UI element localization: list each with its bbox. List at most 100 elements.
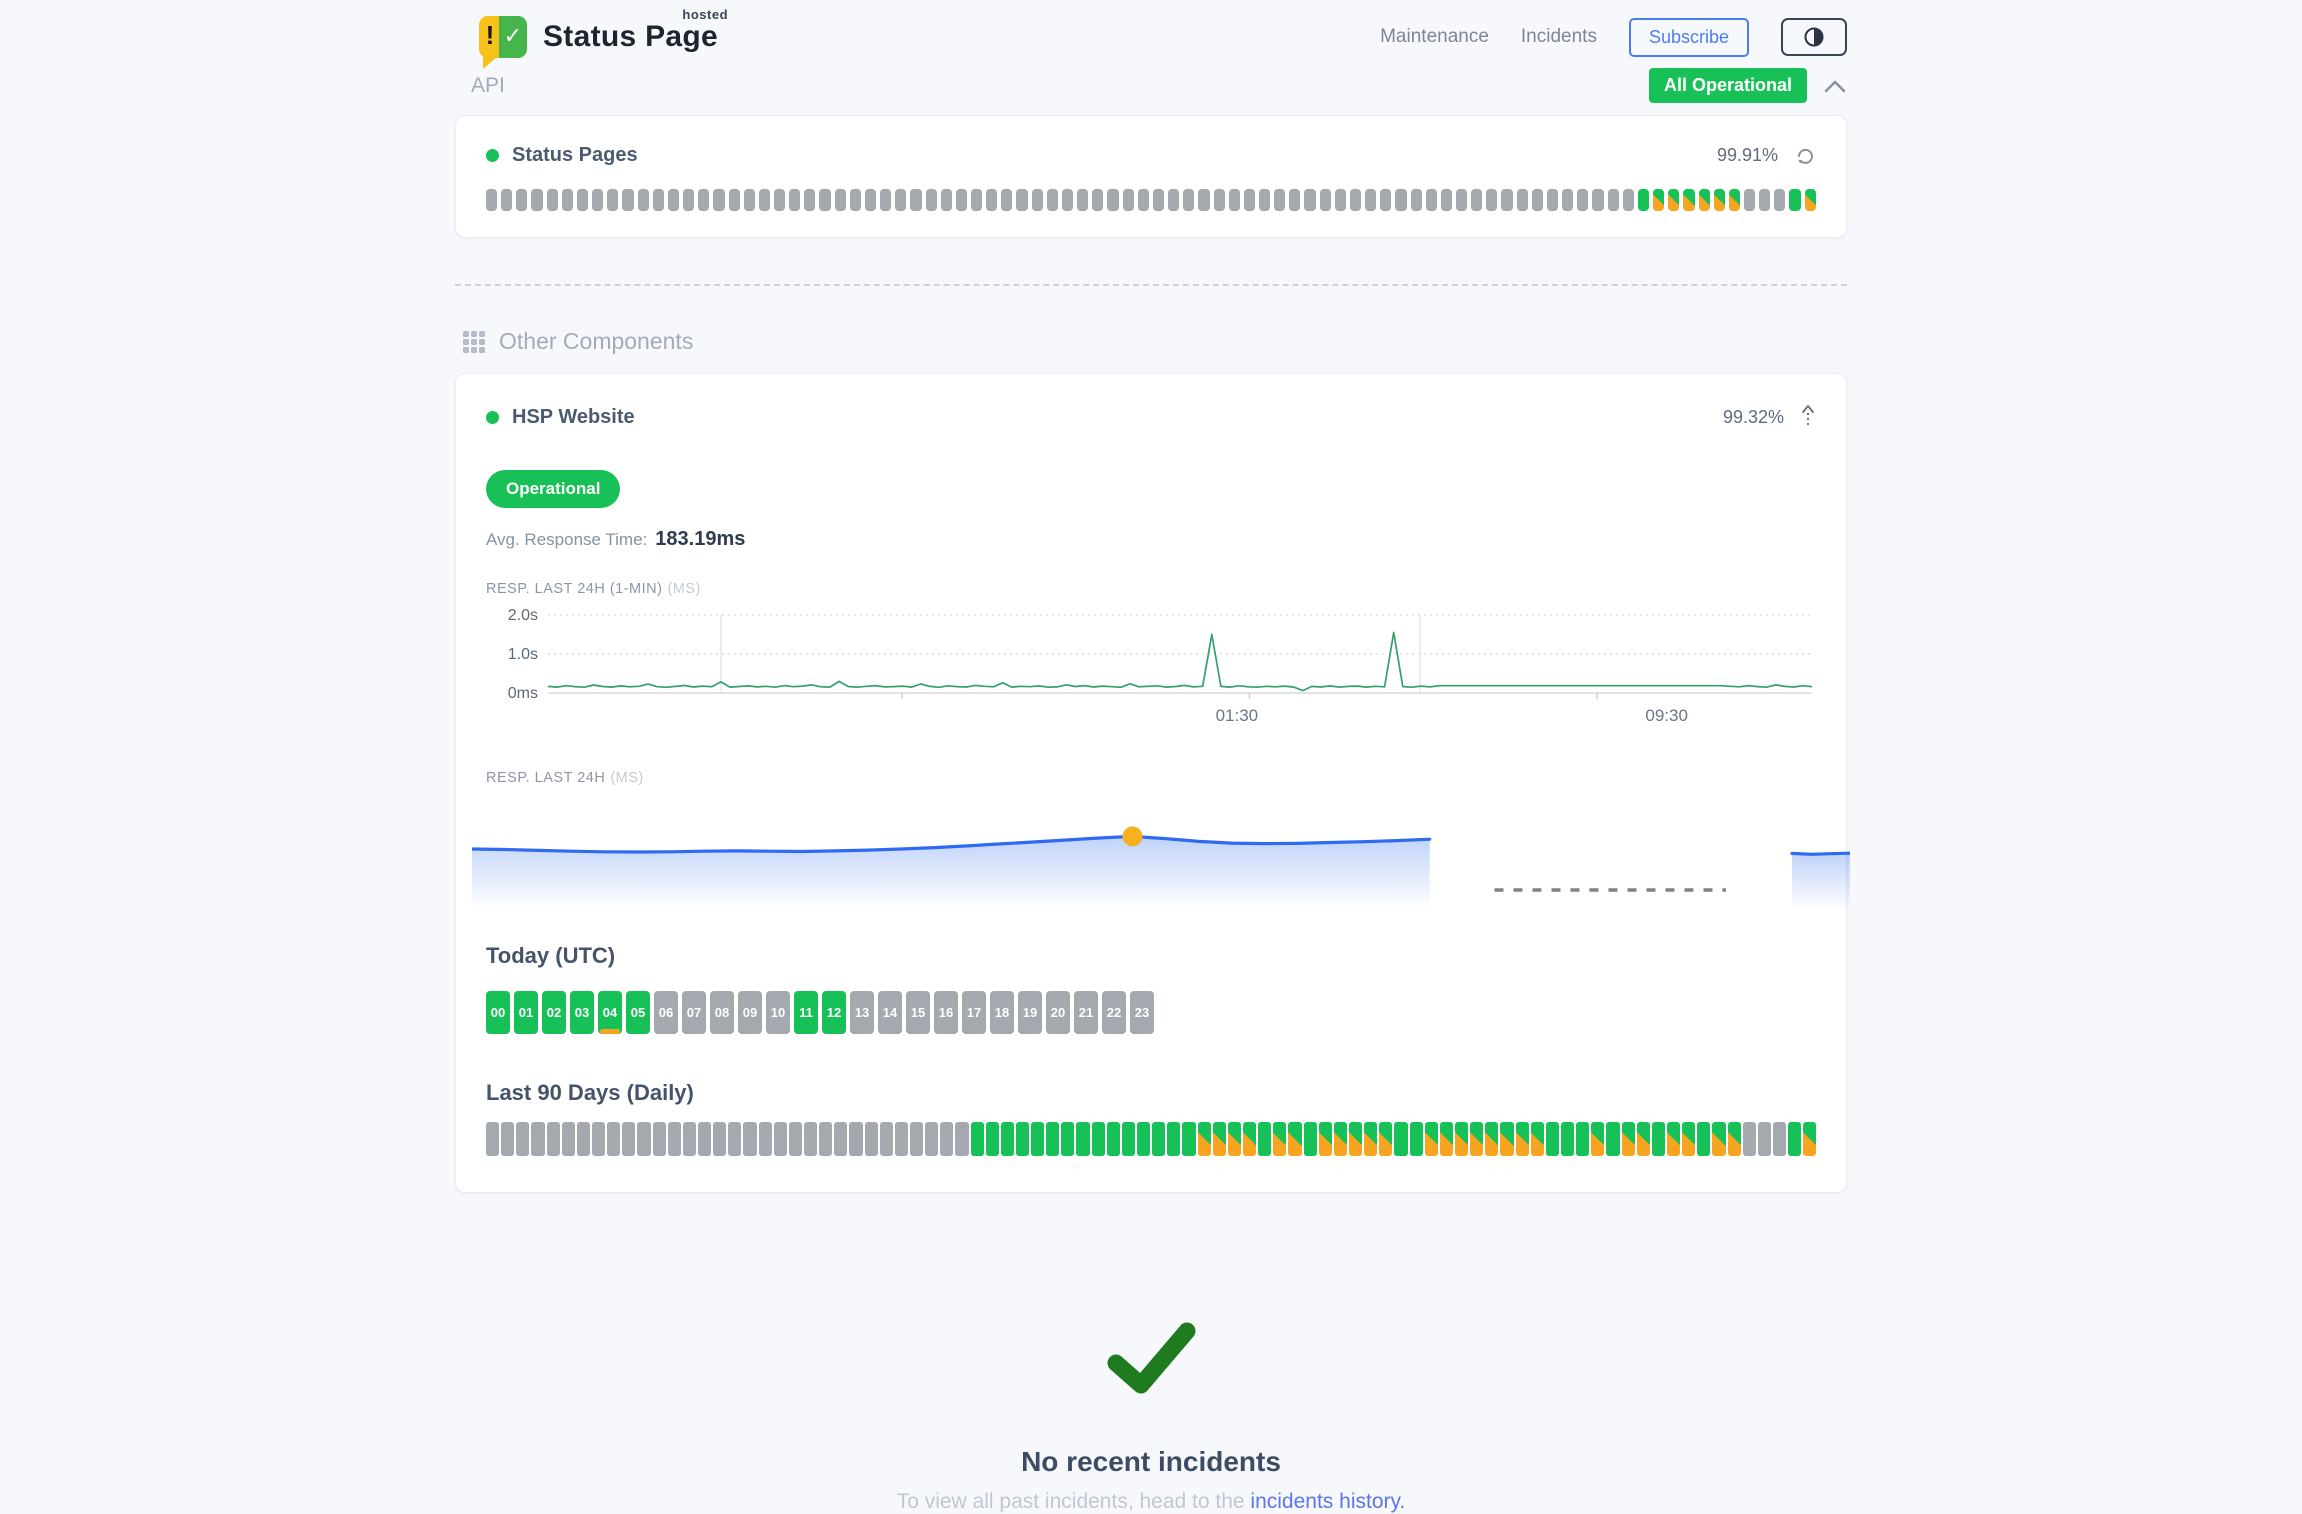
- daily-uptime-block[interactable]: [1606, 1122, 1620, 1156]
- daily-uptime-block[interactable]: [637, 1122, 651, 1156]
- uptime-day-block[interactable]: [1152, 189, 1165, 211]
- daily-uptime-block[interactable]: [713, 1122, 727, 1156]
- uptime-day-block[interactable]: [486, 189, 498, 211]
- uptime-day-block[interactable]: [1501, 189, 1513, 211]
- uptime-day-block[interactable]: [1258, 189, 1271, 211]
- daily-uptime-block[interactable]: [1106, 1122, 1120, 1156]
- hour-block-03[interactable]: 03: [570, 991, 594, 1034]
- hour-block-13[interactable]: 13: [850, 991, 874, 1034]
- uptime-day-block[interactable]: [1395, 189, 1407, 211]
- uptime-day-block[interactable]: [622, 189, 634, 211]
- collapse-chevron-icon[interactable]: [1823, 78, 1847, 94]
- daily-uptime-block[interactable]: [1424, 1122, 1438, 1156]
- daily-uptime-block[interactable]: [970, 1122, 984, 1156]
- daily-uptime-block[interactable]: [622, 1122, 636, 1156]
- uptime-day-block[interactable]: [1577, 189, 1589, 211]
- daily-uptime-block[interactable]: [1651, 1122, 1665, 1156]
- daily-uptime-block[interactable]: [1182, 1122, 1196, 1156]
- nav-maintenance[interactable]: Maintenance: [1380, 26, 1489, 47]
- hour-block-17[interactable]: 17: [962, 991, 986, 1034]
- uptime-day-block[interactable]: [1274, 189, 1286, 211]
- hour-block-05[interactable]: 05: [626, 991, 650, 1034]
- uptime-day-block[interactable]: [864, 189, 877, 211]
- daily-uptime-block[interactable]: [1046, 1122, 1060, 1156]
- daily-uptime-block[interactable]: [1470, 1122, 1484, 1156]
- daily-uptime-block[interactable]: [591, 1122, 606, 1156]
- daily-uptime-block[interactable]: [561, 1122, 575, 1156]
- uptime-day-block[interactable]: [1349, 189, 1362, 211]
- daily-uptime-block[interactable]: [849, 1122, 863, 1156]
- daily-uptime-block[interactable]: [1015, 1122, 1030, 1156]
- theme-toggle-button[interactable]: [1781, 18, 1847, 56]
- uptime-day-block[interactable]: [698, 189, 710, 211]
- uptime-day-block[interactable]: [1304, 189, 1316, 211]
- daily-uptime-block[interactable]: [667, 1122, 681, 1156]
- daily-uptime-block[interactable]: [743, 1122, 757, 1156]
- uptime-day-block[interactable]: [1607, 189, 1619, 211]
- uptime-day-block[interactable]: [607, 189, 619, 211]
- daily-uptime-block[interactable]: [1076, 1122, 1090, 1156]
- uptime-day-block[interactable]: [592, 189, 604, 211]
- uptime-day-block[interactable]: [1622, 189, 1634, 211]
- daily-uptime-block[interactable]: [1227, 1122, 1242, 1156]
- uptime-day-block[interactable]: [986, 189, 998, 211]
- daily-uptime-block[interactable]: [1545, 1122, 1559, 1156]
- daily-uptime-block[interactable]: [1485, 1122, 1499, 1156]
- daily-uptime-block[interactable]: [1455, 1122, 1469, 1156]
- uptime-day-block[interactable]: [576, 189, 589, 211]
- daily-uptime-block[interactable]: [879, 1122, 893, 1156]
- hour-block-12[interactable]: 12: [822, 991, 846, 1034]
- hour-block-18[interactable]: 18: [990, 991, 1014, 1034]
- nav-incidents[interactable]: Incidents: [1520, 26, 1597, 47]
- uptime-day-block[interactable]: [1713, 189, 1725, 211]
- uptime-day-block[interactable]: [1546, 189, 1559, 211]
- uptime-day-block[interactable]: [561, 189, 573, 211]
- daily-uptime-block[interactable]: [1712, 1122, 1726, 1156]
- uptime-day-block[interactable]: [501, 189, 513, 211]
- daily-uptime-block[interactable]: [1803, 1122, 1817, 1156]
- uptime-day-block[interactable]: [849, 189, 861, 211]
- uptime-day-block[interactable]: [1365, 189, 1377, 211]
- hour-block-07[interactable]: 07: [682, 991, 706, 1034]
- daily-uptime-block[interactable]: [1439, 1122, 1453, 1156]
- daily-uptime-block[interactable]: [1137, 1122, 1151, 1156]
- daily-uptime-block[interactable]: [940, 1122, 954, 1156]
- uptime-day-block[interactable]: [1107, 189, 1119, 211]
- uptime-day-block[interactable]: [1486, 189, 1498, 211]
- uptime-day-block[interactable]: [516, 189, 528, 211]
- uptime-day-block[interactable]: [1046, 189, 1058, 211]
- uptime-day-block[interactable]: [728, 189, 740, 211]
- uptime-day-block[interactable]: [743, 189, 755, 211]
- daily-uptime-block[interactable]: [1000, 1122, 1014, 1156]
- uptime-day-block[interactable]: [1334, 189, 1346, 211]
- daily-uptime-block[interactable]: [1560, 1122, 1575, 1156]
- uptime-day-block[interactable]: [819, 189, 831, 211]
- uptime-day-block[interactable]: [1168, 189, 1180, 211]
- uptime-day-block[interactable]: [971, 189, 983, 211]
- scroll-top-arrow-icon[interactable]: [1800, 404, 1816, 430]
- uptime-day-block[interactable]: [713, 189, 725, 211]
- daily-uptime-block[interactable]: [1666, 1122, 1681, 1156]
- daily-uptime-block[interactable]: [985, 1122, 999, 1156]
- hour-block-06[interactable]: 06: [654, 991, 678, 1034]
- incidents-history-link[interactable]: incidents history.: [1250, 1490, 1406, 1513]
- response-time-area-chart[interactable]: [470, 800, 1852, 915]
- uptime-day-block[interactable]: [804, 189, 816, 211]
- hour-block-16[interactable]: 16: [934, 991, 958, 1034]
- uptime-day-block[interactable]: [1425, 189, 1437, 211]
- uptime-day-block[interactable]: [1728, 189, 1740, 211]
- uptime-day-block[interactable]: [1213, 189, 1225, 211]
- daily-uptime-block[interactable]: [531, 1122, 545, 1156]
- uptime-day-block[interactable]: [1668, 189, 1680, 211]
- hour-block-23[interactable]: 23: [1130, 991, 1154, 1034]
- uptime-day-block[interactable]: [1637, 189, 1650, 211]
- uptime-day-block[interactable]: [1562, 189, 1574, 211]
- uptime-day-block[interactable]: [895, 189, 907, 211]
- daily-uptime-block[interactable]: [1530, 1122, 1544, 1156]
- response-time-line-chart[interactable]: 0ms 1.0s 2.0s 01:30 09:30: [486, 605, 1816, 734]
- uptime-day-block[interactable]: [1061, 189, 1074, 211]
- daily-uptime-block[interactable]: [1364, 1122, 1378, 1156]
- uptime-day-block[interactable]: [1183, 189, 1195, 211]
- daily-uptime-block[interactable]: [1031, 1122, 1045, 1156]
- hour-block-10[interactable]: 10: [766, 991, 790, 1034]
